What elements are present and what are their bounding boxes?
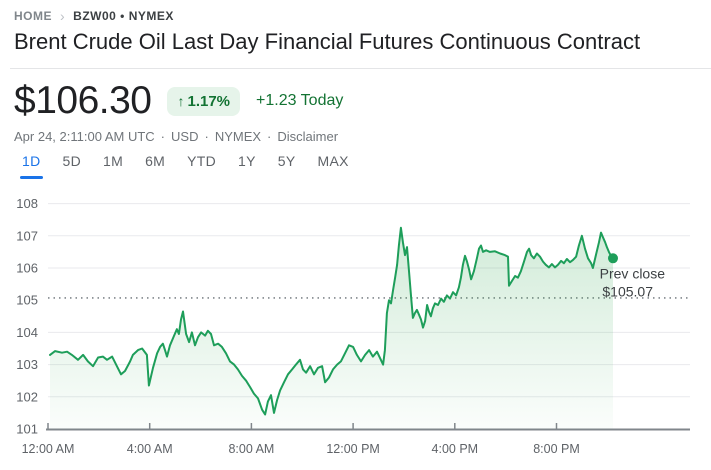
change-percent-badge: ↑ 1.17% [167,86,241,116]
y-axis-label: 103 [16,357,38,372]
tab-5d[interactable]: 5D [62,153,81,169]
x-axis-label: 12:00 AM [22,442,75,456]
y-axis-label: 101 [16,422,38,437]
x-axis-label: 8:00 PM [533,442,580,456]
tab-1y[interactable]: 1Y [238,153,256,169]
disclaimer-link[interactable]: Disclaimer [277,129,339,144]
quote-exchange: NYMEX [214,129,262,144]
meta-separator: · [204,129,209,144]
price-chart[interactable]: 101 102 103 104 105 106 107 108 12:00 AM 4:00 AM 8… [0,190,711,465]
y-axis-label: 107 [16,228,38,243]
chevron-right-icon: › [60,8,66,24]
tab-6m[interactable]: 6M [145,153,166,169]
last-price-dot [608,253,618,264]
tab-max[interactable]: MAX [317,153,349,169]
current-price: $106.30 [14,79,152,122]
price-area-fill [50,227,613,430]
x-axis-label: 8:00 AM [228,442,274,456]
tab-1d[interactable]: 1D [20,151,43,179]
y-axis-label: 108 [16,196,38,211]
prev-close-label: Prev close [600,265,666,281]
quote-timestamp: Apr 24, 2:11:00 AM UTC [14,129,155,144]
tab-5y[interactable]: 5Y [277,153,296,169]
x-axis-label: 4:00 AM [127,442,173,456]
y-axis-label: 104 [16,325,38,340]
meta-separator: · [267,129,272,144]
prev-close-value: $105.07 [602,283,653,299]
meta-separator: · [160,129,166,144]
header-divider [10,68,711,69]
quote-currency: USD [171,129,199,144]
breadcrumb-home-link[interactable]: HOME [14,9,52,23]
x-axis-label: 4:00 PM [432,442,479,456]
y-axis-label: 105 [16,293,38,308]
price-chart-svg: 101 102 103 104 105 106 107 108 12:00 AM 4:00 AM 8… [16,196,690,456]
quote-header: $106.30 ↑ 1.17% +1.23 Today [14,79,344,122]
change-percent-value: 1.17% [187,92,231,110]
y-axis-label: 102 [16,389,38,404]
tab-ytd[interactable]: YTD [187,153,217,169]
page-title: Brent Crude Oil Last Day Financial Futur… [14,29,641,54]
price-line [49,226,614,416]
breadcrumb: HOME › BZW00 • NYMEX [14,9,174,23]
up-arrow-icon: ↑ [177,93,185,109]
change-today: +1.23 Today [256,92,344,109]
range-tabs: 1D 5D 1M 6M YTD 1Y 5Y MAX [20,151,351,180]
tab-1m[interactable]: 1M [103,153,124,169]
y-axis-label: 106 [16,261,38,276]
x-axis-label: 12:00 PM [326,442,380,456]
quote-meta: Apr 24, 2:11:00 AM UTC · USD · NYMEX · D… [14,129,338,144]
breadcrumb-symbol: BZW00 • NYMEX [73,9,174,23]
